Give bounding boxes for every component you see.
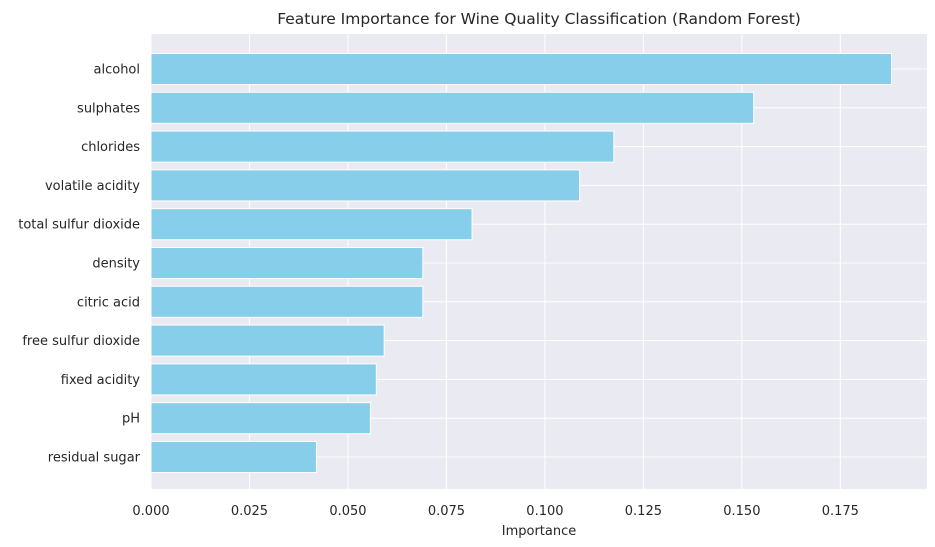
x-tick-label: 0.075 (428, 504, 465, 519)
bars (150, 52, 893, 474)
x-tick-label: 0.125 (625, 504, 662, 519)
bar-total-sulfur-dioxide (150, 208, 473, 241)
bar-citric-acid (150, 285, 424, 318)
y-tick-label: total sulfur dioxide (18, 218, 140, 233)
bar-alcohol (150, 52, 893, 86)
x-tick-label: 0.050 (329, 504, 366, 519)
x-tick-label: 0.025 (231, 504, 268, 519)
y-tick-label: chlorides (81, 140, 140, 155)
x-tick-labels: 0.000 0.025 0.050 0.075 0.100 0.125 0.150 0.175 (132, 504, 859, 519)
y-tick-label: citric acid (77, 295, 140, 310)
x-axis-label: Importance (502, 524, 577, 539)
x-tick-label: 0.150 (723, 504, 760, 519)
x-tick-label: 0.175 (822, 504, 859, 519)
y-tick-label: alcohol (94, 63, 140, 78)
y-tick-label: volatile acidity (45, 179, 140, 194)
y-tick-label: sulphates (77, 101, 140, 116)
x-tick-label: 0.100 (526, 504, 563, 519)
y-tick-label: fixed acidity (61, 373, 141, 388)
bar-volatile-acidity (150, 169, 581, 202)
bar-residual-sugar (150, 440, 317, 474)
y-tick-label: density (92, 257, 140, 272)
chart-title: Feature Importance for Wine Quality Clas… (277, 10, 801, 28)
bar-free-sulfur-dioxide (150, 324, 385, 357)
bar-ph (150, 402, 371, 435)
y-tick-label: residual sugar (48, 451, 141, 466)
bar-sulphates (150, 91, 755, 124)
x-tick-label: 0.000 (132, 504, 169, 519)
y-tick-label: free sulfur dioxide (22, 334, 140, 349)
y-tick-label: pH (122, 412, 140, 427)
y-tick-labels: alcohol sulphates chlorides volatile acidit… (18, 63, 140, 466)
bar-fixed-acidity (150, 363, 377, 396)
bar-density (150, 246, 424, 280)
bar-chlorides (150, 130, 615, 163)
